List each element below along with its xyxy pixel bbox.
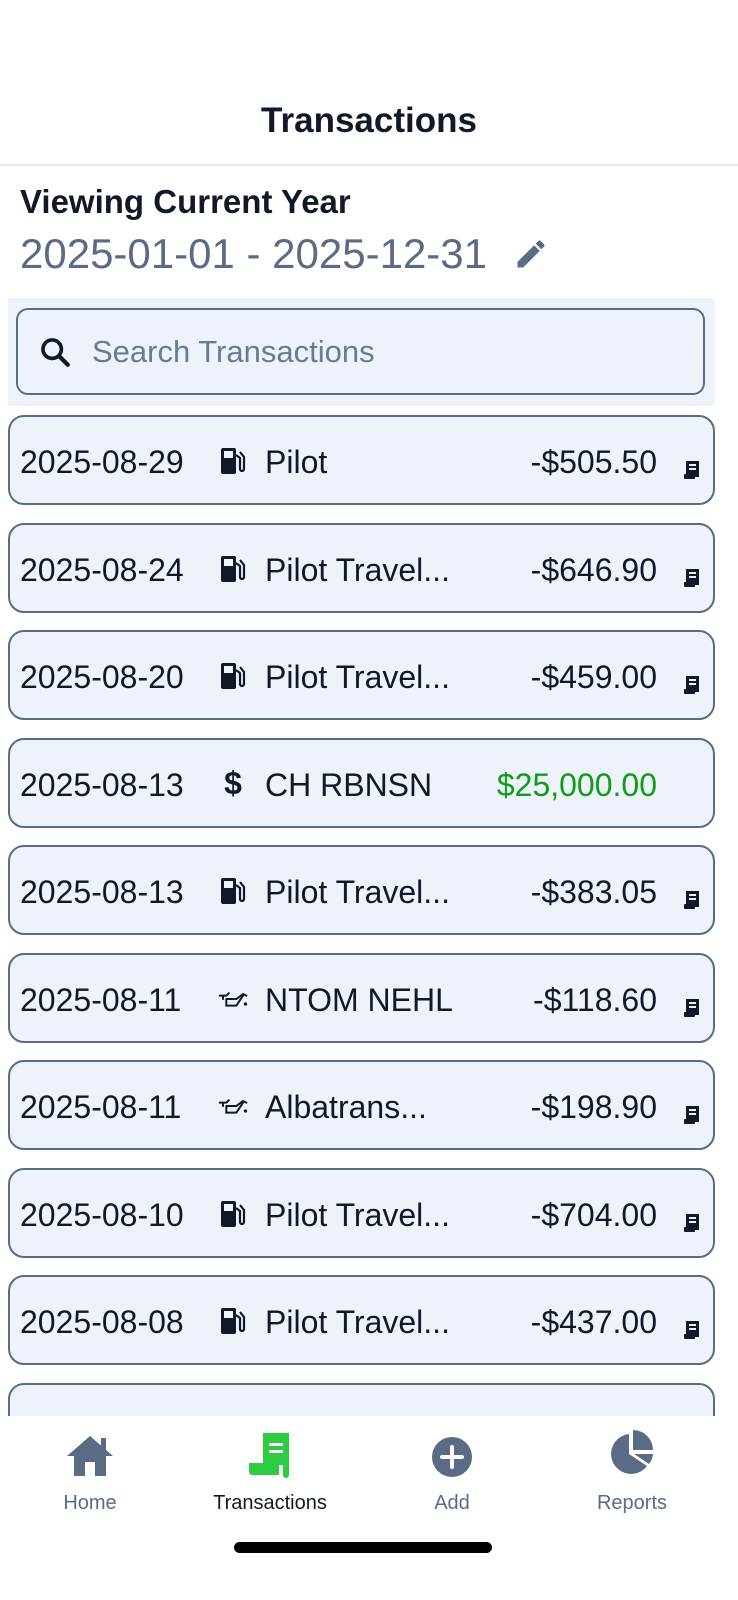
- tab-home[interactable]: Home: [10, 1428, 170, 1515]
- transaction-amount: -$459.00: [530, 659, 657, 695]
- receipt-icon[interactable]: [683, 998, 701, 1018]
- tab-label: Home: [63, 1492, 117, 1514]
- fuel-pump-icon: [218, 443, 248, 479]
- tab-transactions[interactable]: Transactions: [190, 1428, 350, 1515]
- transaction-amount: -$198.90: [530, 1089, 657, 1125]
- tab-label: Add: [434, 1492, 470, 1514]
- receipt-icon[interactable]: [683, 460, 701, 480]
- transaction-name: Pilot Travel...: [265, 1196, 450, 1233]
- transaction-date: 2025-08-13: [20, 874, 184, 910]
- transaction-row-partial[interactable]: [8, 1382, 715, 1416]
- oil-can-icon: [218, 1088, 248, 1124]
- date-range[interactable]: 2025-01-01 - 2025-12-31: [20, 230, 549, 278]
- transaction-row[interactable]: 2025-08-13 $ CH RBNSN $25,000.00: [8, 737, 715, 828]
- tab-add[interactable]: Add: [372, 1428, 532, 1515]
- transaction-row[interactable]: 2025-08-24 Pilot Travel... -$646.90: [8, 522, 715, 613]
- transaction-date: 2025-08-20: [20, 659, 184, 695]
- transaction-amount: -$118.60: [533, 981, 657, 1018]
- transaction-name: Pilot Travel...: [265, 874, 450, 910]
- transaction-list[interactable]: 2025-08-29 Pilot -$505.50 2025-08-24 Pil…: [0, 415, 738, 1416]
- search-container: [8, 298, 715, 406]
- header: Transactions: [0, 0, 738, 166]
- pie-chart-icon: [552, 1428, 712, 1478]
- date-range-text: 2025-01-01 - 2025-12-31: [20, 230, 488, 277]
- transaction-name: NTOM NEHL: [265, 981, 453, 1018]
- tab-label: Transactions: [213, 1492, 327, 1514]
- receipt-icon: [190, 1428, 350, 1478]
- search-icon: [41, 337, 70, 367]
- transaction-name: Pilot: [265, 444, 328, 480]
- transaction-name: CH RBNSN: [265, 766, 433, 803]
- transaction-name: Pilot Travel...: [265, 659, 450, 695]
- transaction-date: 2025-08-29: [20, 444, 184, 480]
- transaction-row[interactable]: 2025-08-29 Pilot -$505.50: [8, 415, 715, 505]
- transaction-amount: -$383.05: [530, 874, 657, 910]
- tab-reports[interactable]: Reports: [552, 1428, 712, 1515]
- transaction-date: 2025-08-11: [20, 1089, 182, 1125]
- transaction-date: 2025-08-10: [20, 1196, 184, 1233]
- page-title: Transactions: [261, 101, 477, 140]
- period-label: Viewing Current Year: [20, 183, 351, 220]
- fuel-pump-icon: [218, 1303, 248, 1339]
- transaction-date: 2025-08-08: [20, 1304, 184, 1340]
- transaction-name: Albatrans...: [265, 1089, 427, 1125]
- tab-label: Reports: [596, 1492, 668, 1514]
- transaction-amount: -$437.00: [530, 1304, 657, 1340]
- receipt-icon[interactable]: [683, 890, 701, 910]
- fuel-pump-icon: [218, 1196, 248, 1232]
- transaction-row[interactable]: 2025-08-20 Pilot Travel... -$459.00: [8, 630, 715, 720]
- transaction-amount: $25,000.00: [496, 766, 657, 803]
- transaction-date: 2025-08-24: [20, 551, 184, 588]
- fuel-pump-icon: [218, 873, 248, 909]
- receipt-icon[interactable]: [683, 675, 701, 695]
- transaction-amount: -$646.90: [530, 551, 657, 588]
- transaction-amount: -$704.00: [530, 1196, 657, 1233]
- transaction-row[interactable]: 2025-08-11 Albatrans... -$198.90: [8, 1060, 715, 1150]
- transaction-date: 2025-08-11: [20, 981, 182, 1018]
- fuel-pump-icon: [218, 658, 248, 694]
- transaction-name: Pilot Travel...: [265, 1304, 450, 1340]
- transaction-row[interactable]: 2025-08-13 Pilot Travel... -$383.05: [8, 845, 715, 935]
- receipt-icon[interactable]: [683, 568, 701, 588]
- receipt-icon[interactable]: [683, 1320, 701, 1340]
- receipt-icon[interactable]: [683, 1105, 701, 1125]
- transaction-row[interactable]: 2025-08-11 NTOM NEHL -$118.60: [8, 952, 715, 1043]
- home-indicator: [234, 1542, 492, 1553]
- search-bar[interactable]: [16, 308, 705, 395]
- search-input[interactable]: [90, 332, 654, 371]
- transaction-row[interactable]: 2025-08-08 Pilot Travel... -$437.00: [8, 1275, 715, 1365]
- transaction-amount: -$505.50: [530, 444, 657, 480]
- edit-pencil-icon[interactable]: [513, 236, 549, 272]
- tab-bar: Home Transactions Add Reports: [0, 1416, 738, 1600]
- transaction-row[interactable]: 2025-08-10 Pilot Travel... -$704.00: [8, 1167, 715, 1258]
- home-icon: [10, 1428, 170, 1478]
- transaction-date: 2025-08-13: [20, 766, 184, 803]
- plus-circle-icon: [372, 1428, 532, 1478]
- receipt-icon[interactable]: [683, 1213, 701, 1233]
- oil-can-icon: [218, 981, 248, 1017]
- fuel-pump-icon: [218, 551, 248, 587]
- dollar-icon: $: [224, 765, 242, 801]
- transaction-name: Pilot Travel...: [265, 551, 450, 588]
